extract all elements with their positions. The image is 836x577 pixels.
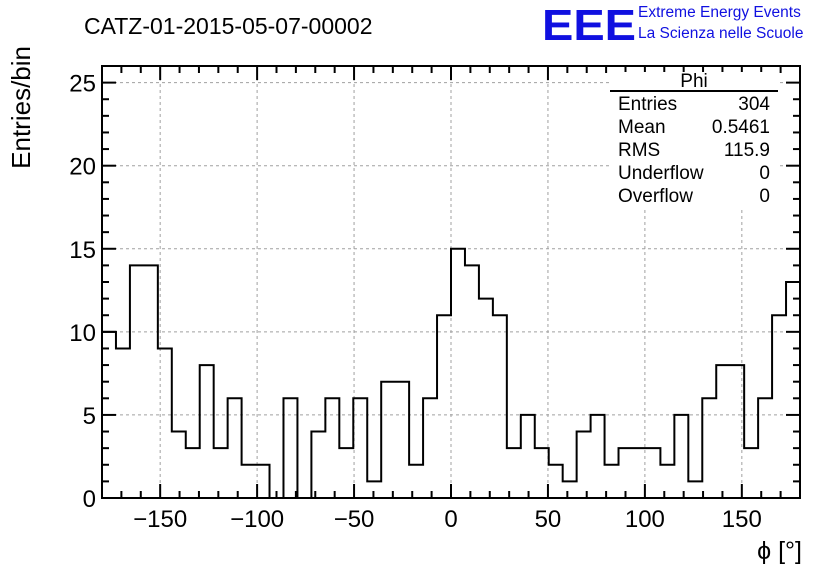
stats-box-bg bbox=[610, 72, 778, 210]
x-tick-label: −50 bbox=[334, 506, 375, 533]
stats-label: Entries bbox=[618, 94, 677, 115]
org-line-1: Extreme Energy Events bbox=[638, 4, 801, 21]
histogram-outline bbox=[101, 247, 801, 499]
x-tick-labels: −150 −100 −50 0 50 100 150 bbox=[133, 506, 762, 533]
y-axis-label: Entries/bin bbox=[6, 46, 36, 169]
y-tick-label: 20 bbox=[69, 154, 96, 181]
y-tick-label: 10 bbox=[69, 320, 96, 347]
stats-label: RMS bbox=[618, 140, 660, 161]
x-tick-label: 100 bbox=[625, 506, 665, 533]
stats-value: 0 bbox=[759, 163, 770, 184]
stats-label: Mean bbox=[618, 117, 666, 138]
x-axis-label: ϕ [°] bbox=[757, 537, 802, 565]
stats-title: Phi bbox=[680, 71, 707, 92]
stats-value: 304 bbox=[738, 94, 770, 115]
x-tick-label: 0 bbox=[444, 506, 457, 533]
x-tick-label: 50 bbox=[535, 506, 562, 533]
x-tick-label: −150 bbox=[133, 506, 187, 533]
y-tick-label: 25 bbox=[69, 71, 96, 98]
run-title: CATZ-01-2015-05-07-00002 bbox=[84, 13, 373, 39]
axis-ticks bbox=[102, 66, 800, 498]
stats-value: 0 bbox=[759, 186, 770, 207]
eee-logo-text: EEE bbox=[542, 1, 636, 50]
org-line-2: La Scienza nelle Scuole bbox=[638, 25, 803, 42]
y-tick-labels: 0 5 10 15 20 25 bbox=[69, 71, 96, 513]
stats-box: Phi Entries 304 Mean 0.5461 RMS 115.9 Underflo… bbox=[610, 71, 778, 210]
x-tick-label: −100 bbox=[230, 506, 284, 533]
stats-label: Underflow bbox=[618, 163, 704, 184]
x-tick-label: 150 bbox=[722, 506, 762, 533]
y-tick-label: 15 bbox=[69, 237, 96, 264]
stats-value: 115.9 bbox=[724, 140, 770, 161]
stats-value: 0.5461 bbox=[712, 117, 770, 138]
stats-label: Overflow bbox=[618, 186, 693, 207]
eee-logo: EEE Extreme Energy Events La Scienza nel… bbox=[542, 1, 803, 50]
y-tick-label: 0 bbox=[83, 486, 96, 513]
y-tick-label: 5 bbox=[83, 403, 96, 430]
